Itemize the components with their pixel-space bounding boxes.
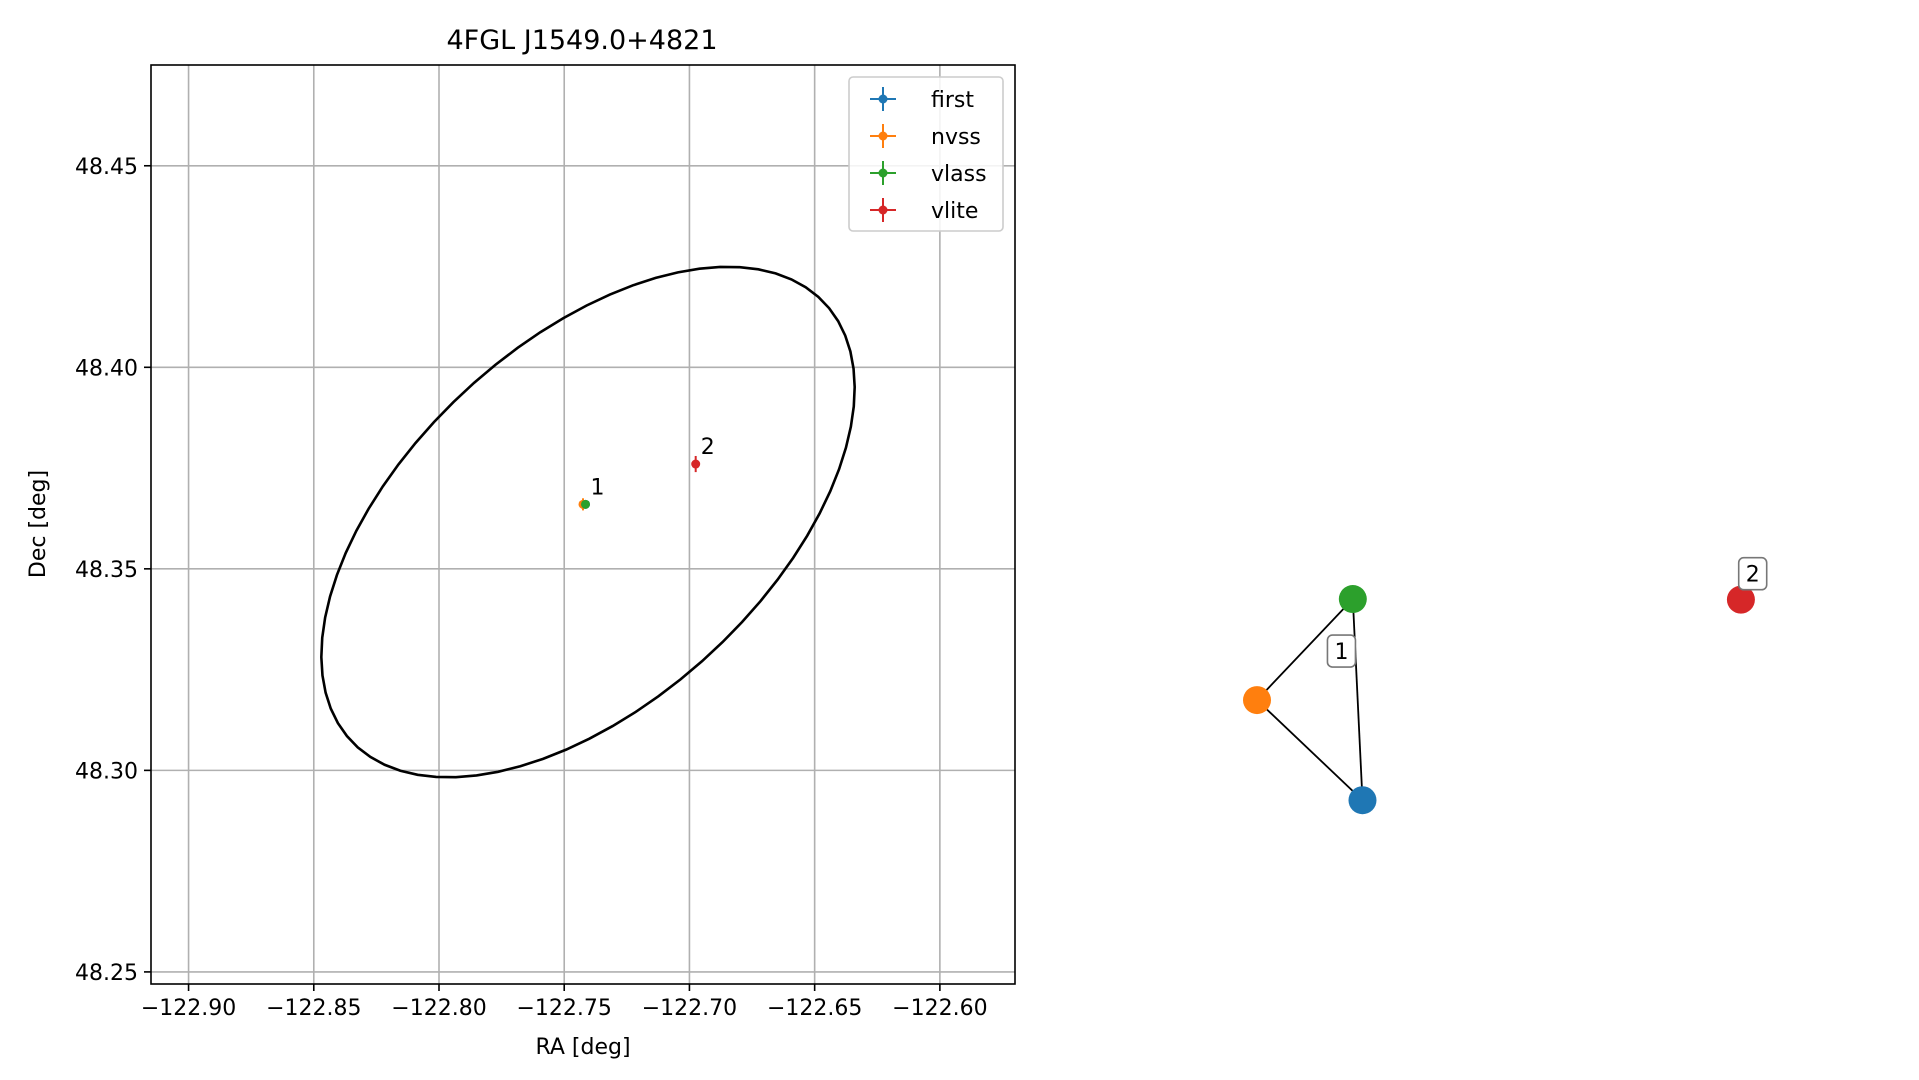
graph-node-first bbox=[1348, 786, 1377, 815]
legend-label: first bbox=[931, 88, 974, 113]
legend-label: vlite bbox=[931, 199, 978, 224]
x-axis-label: RA [deg] bbox=[535, 1035, 630, 1060]
point-annotation: 2 bbox=[701, 435, 715, 460]
data-point-vlass bbox=[581, 499, 591, 509]
graph-node-vlite bbox=[1726, 585, 1755, 614]
points-layer bbox=[578, 455, 701, 511]
legend-label: nvss bbox=[931, 125, 981, 150]
x-tick-label: −122.60 bbox=[892, 996, 987, 1021]
x-tick-label: −122.80 bbox=[391, 996, 486, 1021]
x-tick-label: −122.75 bbox=[517, 996, 612, 1021]
point-annotation: 1 bbox=[591, 475, 605, 500]
graph-node-nvss bbox=[1243, 686, 1271, 715]
y-axis-ticks: 48.25 48.30 48.35 48.40 48.45 bbox=[75, 155, 151, 986]
y-axis-label: Dec [deg] bbox=[26, 470, 51, 578]
y-tick-label: 48.40 bbox=[75, 356, 138, 381]
graph-edge bbox=[1256, 699, 1364, 801]
network-graph: 12 bbox=[1243, 556, 1768, 815]
graph-edge bbox=[1256, 598, 1354, 701]
x-tick-label: −122.65 bbox=[767, 996, 862, 1021]
chart-title: 4FGL J1549.0+4821 bbox=[446, 25, 717, 56]
graph-group-label: 1 bbox=[1326, 634, 1357, 668]
localization-ellipse bbox=[320, 265, 856, 779]
y-tick-label: 48.45 bbox=[75, 155, 138, 180]
graph-node-vlass bbox=[1338, 585, 1367, 614]
ellipse-layer bbox=[320, 265, 856, 779]
annotations: 12 bbox=[591, 435, 715, 500]
plot-frame bbox=[150, 64, 1016, 985]
legend-item-nvss: nvss bbox=[870, 124, 981, 150]
graph-group-label: 2 bbox=[1737, 556, 1768, 591]
x-axis-ticks: −122.90 −122.85 −122.80 −122.75 −122.70 −122.… bbox=[141, 984, 988, 1021]
legend-item-vlite: vlite bbox=[870, 198, 978, 224]
graph-edge bbox=[1351, 599, 1364, 801]
y-tick-label: 48.35 bbox=[75, 558, 138, 583]
legend-item-vlass: vlass bbox=[870, 161, 987, 187]
legend-box bbox=[848, 76, 1004, 232]
x-tick-label: −122.90 bbox=[141, 996, 236, 1021]
legend-item-first: first bbox=[870, 87, 974, 113]
svg-text:2: 2 bbox=[1746, 563, 1760, 588]
y-tick-label: 48.25 bbox=[75, 961, 138, 986]
x-tick-label: −122.85 bbox=[266, 996, 361, 1021]
legend-label: vlass bbox=[931, 162, 987, 187]
data-point-vlite bbox=[691, 455, 701, 473]
legend: first nvss vlass vlite bbox=[848, 76, 1004, 232]
x-tick-label: −122.70 bbox=[642, 996, 737, 1021]
sky-plot: 4FGL J1549.0+4821 12 −122.90 −122.85 −122.… bbox=[26, 25, 1016, 1060]
y-tick-label: 48.30 bbox=[75, 759, 138, 784]
svg-text:1: 1 bbox=[1334, 640, 1348, 665]
